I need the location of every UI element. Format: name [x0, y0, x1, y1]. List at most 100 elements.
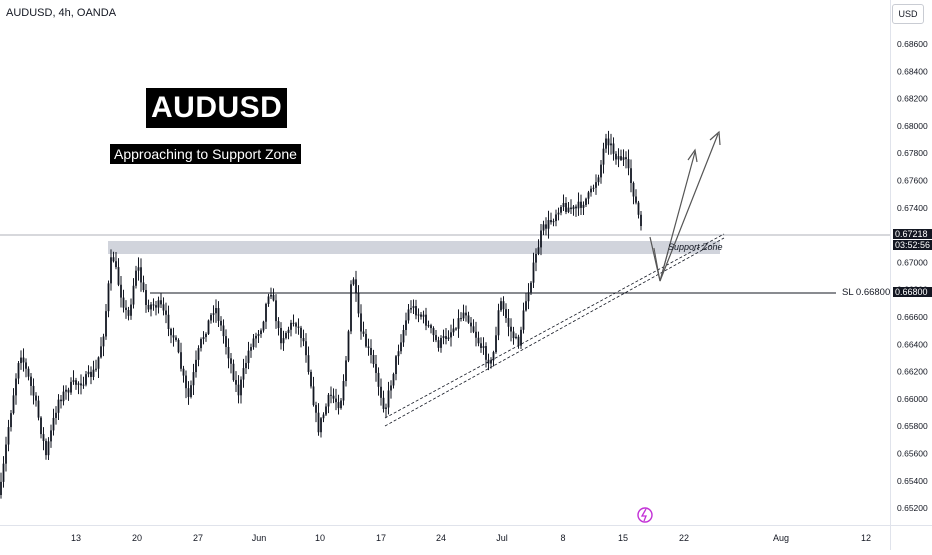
y-tick-label: 0.65800 [897, 421, 928, 431]
candle-body [412, 306, 415, 309]
y-tick-label: 0.68600 [897, 39, 928, 49]
candle-body [362, 331, 365, 334]
candle-body [465, 312, 467, 316]
candle-body [587, 192, 590, 199]
candle-body [57, 399, 60, 413]
x-tick-label: 10 [315, 533, 325, 543]
candle-body [392, 374, 395, 386]
candle-body [275, 300, 277, 322]
candle-body [225, 336, 227, 347]
candle-body [82, 384, 85, 386]
candle-body [337, 402, 340, 409]
candle-body [185, 375, 187, 389]
candle-body [510, 326, 512, 332]
candle-body [410, 308, 412, 310]
candle-body [577, 201, 580, 209]
x-tick-label: 20 [132, 533, 142, 543]
candle-body [630, 168, 632, 183]
candle-body [490, 360, 492, 364]
candle-body [387, 390, 390, 408]
candle-body [237, 384, 240, 396]
candle-body [562, 203, 565, 207]
candle-body [312, 386, 315, 406]
currency-selector[interactable]: USD [892, 4, 924, 24]
candle-body [542, 224, 545, 231]
candle-body [582, 204, 585, 208]
y-tick-label: 0.68200 [897, 94, 928, 104]
x-tick-label: 17 [376, 533, 386, 543]
y-tick-label: 0.68000 [897, 121, 928, 131]
candle-body [635, 196, 637, 203]
candle-body [217, 308, 220, 321]
candle-body [512, 331, 515, 339]
candle-body [220, 320, 222, 326]
candle-body [527, 292, 530, 302]
candle-body [140, 267, 142, 283]
candle-body [285, 332, 287, 339]
candle-body [402, 329, 405, 343]
candle-body [155, 305, 157, 308]
candle-body [347, 331, 350, 361]
candle-body [417, 314, 420, 316]
candle-body [475, 331, 477, 338]
candle-body [25, 362, 27, 369]
candle-body [382, 397, 385, 409]
candle-body [625, 157, 627, 160]
candle-body [640, 214, 642, 227]
candle-body [187, 388, 190, 397]
y-tick-label: 0.65600 [897, 449, 928, 459]
candle-body [430, 325, 432, 329]
candle-body [350, 284, 352, 332]
candle-body [205, 333, 207, 338]
candle-body [600, 164, 602, 178]
candle-body [247, 350, 250, 364]
candle-body [602, 148, 605, 165]
candle-body [357, 293, 360, 314]
candle-body [192, 372, 195, 386]
candle-body [302, 338, 305, 342]
candle-body [315, 405, 317, 413]
candle-body [107, 283, 110, 312]
candle-body [62, 391, 65, 402]
candle-body [75, 380, 77, 385]
candle-body [245, 363, 247, 369]
candle-body [270, 294, 272, 297]
x-tick-label: 15 [618, 533, 628, 543]
candle-body [540, 230, 542, 248]
x-tick-label: Jun [252, 533, 267, 543]
candle-body [152, 304, 155, 306]
candle-body [227, 346, 230, 359]
candle-body [480, 343, 482, 348]
candle-body [327, 394, 330, 407]
candle-body [437, 340, 440, 348]
candle-body [367, 346, 370, 348]
candle-body [35, 395, 37, 401]
chart-subtitle-badge: Approaching to Support Zone [110, 144, 301, 164]
candle-body [507, 318, 510, 327]
candle-body [595, 182, 597, 188]
candle-body [457, 318, 460, 329]
candle-body [137, 267, 140, 271]
candle-body [320, 418, 322, 433]
candle-body [130, 304, 132, 316]
candle-body [355, 279, 357, 294]
candle-body [547, 220, 550, 229]
y-tick-label: 0.68400 [897, 66, 928, 76]
candle-body [570, 207, 572, 210]
candle-body [112, 257, 115, 262]
x-tick-label: 24 [436, 533, 446, 543]
candle-body [395, 356, 397, 375]
candle-body [485, 346, 487, 360]
candle-body [365, 333, 367, 347]
candle-body [375, 363, 377, 373]
candle-body [67, 389, 70, 393]
candle-body [125, 307, 127, 310]
candle-body [345, 360, 347, 382]
candle-body [517, 336, 520, 346]
projection-arrowhead-2 [709, 130, 721, 146]
candle-body [242, 368, 245, 380]
candle-body [482, 346, 485, 348]
candle-body [215, 308, 217, 314]
